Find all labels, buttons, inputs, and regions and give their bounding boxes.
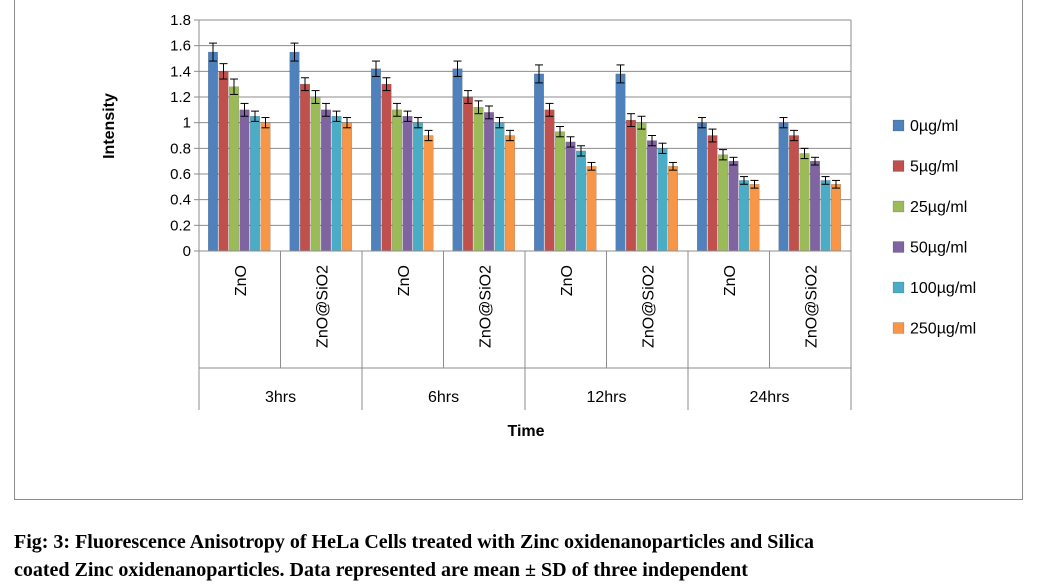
x-tick-label: ZnO@SiO2 — [314, 265, 331, 348]
bar — [452, 68, 463, 252]
bar — [250, 116, 260, 252]
bar — [728, 160, 739, 252]
bar — [310, 96, 321, 252]
bar — [668, 166, 678, 252]
bar — [565, 141, 576, 252]
bar — [636, 122, 647, 252]
bar — [208, 51, 218, 252]
x-tick-label: ZnO — [559, 265, 576, 296]
bar — [331, 116, 342, 252]
legend-label: 50µg/ml — [910, 240, 967, 257]
legend-label: 5µg/ml — [910, 159, 958, 176]
bar — [831, 184, 841, 252]
bar — [749, 184, 760, 252]
legend-label: 250µg/ml — [910, 321, 976, 338]
bar — [789, 135, 799, 252]
y-tick-label: 1.4 — [170, 63, 191, 80]
y-tick-label: 1 — [183, 115, 191, 132]
group-label: 3hrs — [265, 389, 296, 406]
bar — [392, 109, 402, 252]
bar — [402, 116, 413, 252]
legend: 0µg/ml 5µg/ml 25µg/ml 50µg/ml 100µg/ml 250µg/… — [892, 118, 976, 338]
y-tick-label: 1.6 — [170, 38, 191, 55]
group-label: 6hrs — [428, 389, 459, 406]
bar — [534, 73, 544, 252]
x-tick-label: ZnO@SiO2 — [477, 265, 494, 348]
bar — [413, 122, 423, 252]
y-tick-label: 1.8 — [170, 12, 191, 29]
group-label: 24hrs — [749, 389, 789, 406]
y-tick-label: 0 — [183, 243, 191, 260]
bar — [300, 83, 310, 252]
bar — [820, 180, 831, 252]
bar — [473, 107, 484, 252]
y-tick-label: 0.8 — [170, 140, 191, 157]
legend-label: 25µg/ml — [910, 199, 967, 216]
x-tick-label: ZnO@SiO2 — [640, 265, 657, 348]
caption-line-2: coated Zinc oxidenanoparticles. Data rep… — [14, 559, 748, 581]
bar — [494, 122, 505, 252]
bar — [586, 166, 597, 252]
y-axis-title: Intensity — [101, 93, 118, 159]
bar — [810, 160, 820, 252]
bar — [289, 51, 300, 252]
bar-chart: 0 0.2 0.4 0.6 0.8 1 1.2 1.4 1.6 1.8 ZnO ZnO@SiO2 ZnO… — [101, 12, 976, 440]
bar — [484, 112, 494, 252]
bar — [229, 86, 239, 252]
chart-frame: 0 0.2 0.4 0.6 0.8 1 1.2 1.4 1.6 1.8 ZnO ZnO@SiO2 ZnO… — [14, 0, 1023, 500]
bar — [463, 96, 473, 252]
caption-line-1: Fig: 3: Fluorescence Anisotropy of HeLa … — [14, 531, 814, 553]
bar — [615, 73, 626, 252]
bar — [321, 109, 331, 252]
bar — [505, 135, 515, 252]
bar — [555, 131, 565, 252]
x-tick-label: ZnO — [233, 265, 250, 296]
legend-swatch — [892, 119, 905, 132]
y-tick-label: 1.2 — [170, 89, 191, 106]
legend-swatch — [892, 200, 905, 213]
group-label: 12hrs — [586, 389, 626, 406]
legend-label: 100µg/ml — [910, 280, 976, 297]
legend-swatch — [892, 322, 905, 334]
y-tick-label: 0.4 — [170, 192, 191, 209]
legend-label: 0µg/ml — [910, 118, 958, 135]
legend-swatch — [892, 281, 905, 294]
axes: 0 0.2 0.4 0.6 0.8 1 1.2 1.4 1.6 1.8 ZnO ZnO@SiO2 ZnO… — [170, 12, 852, 410]
legend-swatch — [892, 241, 905, 253]
legend-swatch — [892, 160, 905, 172]
bar — [626, 119, 636, 252]
bar — [718, 154, 728, 252]
bar — [218, 71, 229, 252]
bar — [544, 109, 555, 252]
bars — [208, 42, 841, 252]
x-tick-label: ZnO — [722, 265, 739, 296]
bar — [239, 109, 250, 252]
bar — [799, 153, 810, 252]
bar — [576, 150, 586, 252]
bar — [697, 122, 707, 252]
bar — [647, 140, 657, 252]
bar — [371, 68, 381, 252]
x-axis-title: Time — [507, 423, 544, 440]
bar — [381, 83, 392, 252]
bar — [739, 180, 749, 252]
bar — [657, 148, 668, 252]
x-tick-label: ZnO@SiO2 — [803, 265, 820, 348]
y-tick-label: 0.2 — [170, 217, 191, 234]
y-tick-label: 0.6 — [170, 166, 191, 183]
x-tick-label: ZnO — [396, 265, 413, 296]
bar — [423, 135, 434, 252]
bar — [778, 122, 789, 252]
bar — [707, 135, 718, 252]
bar — [342, 122, 352, 252]
bar — [260, 122, 271, 252]
